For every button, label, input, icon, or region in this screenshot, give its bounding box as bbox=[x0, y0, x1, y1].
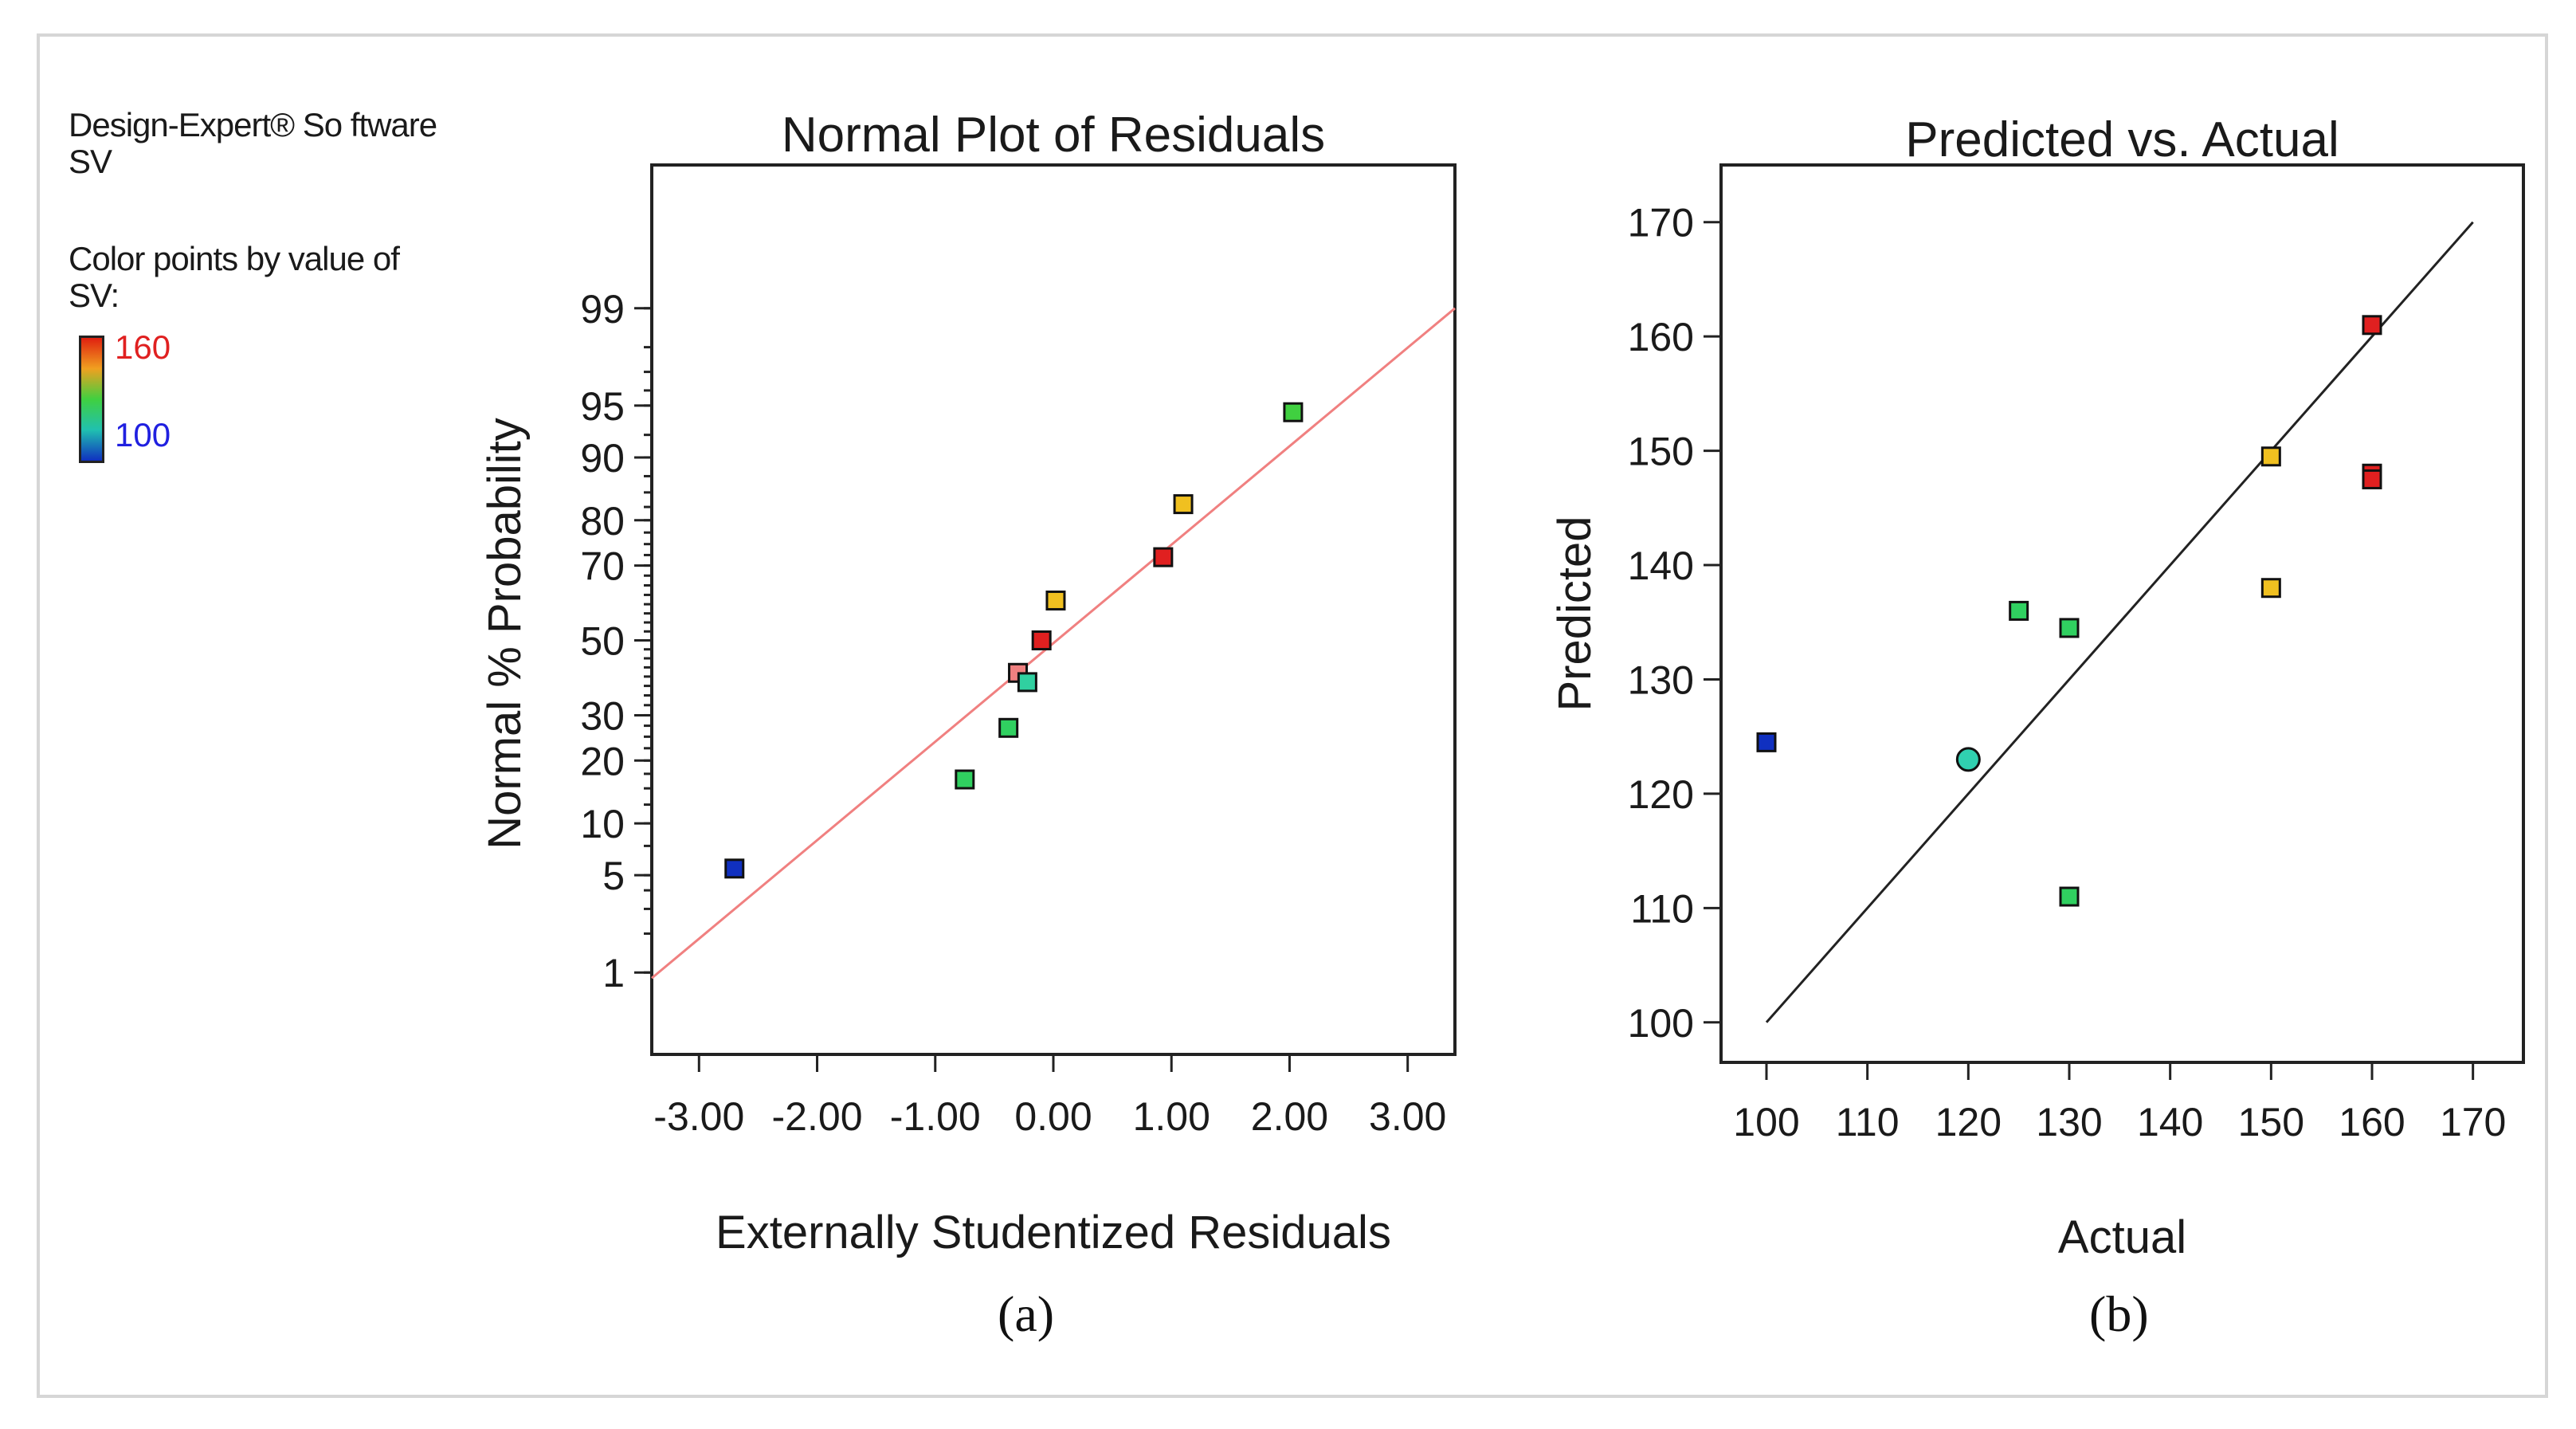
y-tick-label: 99 bbox=[580, 287, 625, 332]
data-point bbox=[1031, 630, 1052, 651]
data-point bbox=[2362, 469, 2382, 489]
y-tick-label: 30 bbox=[580, 693, 625, 738]
legend-color-by-label: Color points by value of bbox=[69, 240, 400, 277]
legend-low-value: 100 bbox=[115, 416, 171, 453]
legend-color-by-label-2: SV: bbox=[69, 277, 120, 314]
y-tick-label: 1 bbox=[602, 951, 625, 995]
x-tick-label: 150 bbox=[2238, 1100, 2304, 1144]
x-axis-label: Externally Studentized Residuals bbox=[716, 1207, 1391, 1258]
x-axis-label: Actual bbox=[2058, 1211, 2186, 1263]
legend-response-label: SV bbox=[69, 143, 112, 180]
data-point bbox=[1153, 547, 1174, 567]
x-tick-label: 160 bbox=[2339, 1100, 2405, 1144]
data-point bbox=[2260, 578, 2281, 599]
x-tick-label: 2.00 bbox=[1251, 1094, 1328, 1139]
y-axis-label: Normal % Probability bbox=[479, 418, 531, 850]
y-tick-label: 95 bbox=[580, 384, 625, 429]
y-tick-label: 130 bbox=[1628, 658, 1694, 702]
y-tick-label: 80 bbox=[580, 499, 625, 544]
y-tick-label: 140 bbox=[1628, 544, 1694, 588]
x-tick-label: 3.00 bbox=[1369, 1094, 1446, 1139]
y-tick-label: 10 bbox=[580, 802, 625, 846]
data-point bbox=[2059, 886, 2080, 907]
data-point bbox=[2362, 315, 2382, 336]
legend-high-value: 160 bbox=[115, 328, 171, 366]
data-point bbox=[1173, 494, 1194, 515]
y-tick-label: 50 bbox=[580, 619, 625, 664]
data-point bbox=[724, 858, 745, 879]
x-tick-label: 110 bbox=[1836, 1100, 1900, 1144]
y-axis-label: Predicted bbox=[1549, 516, 1601, 711]
x-tick-label: -1.00 bbox=[890, 1094, 981, 1139]
color-gradient-bar bbox=[79, 336, 104, 463]
data-point bbox=[1283, 402, 1304, 422]
reference-line bbox=[1765, 221, 2474, 1023]
y-tick-label: 160 bbox=[1628, 315, 1694, 359]
x-tick-label: 130 bbox=[2036, 1100, 2102, 1144]
y-tick-label: 70 bbox=[580, 544, 625, 589]
x-tick-label: 140 bbox=[2137, 1100, 2203, 1144]
x-tick-label: 100 bbox=[1733, 1100, 1799, 1144]
caption-b: (b) bbox=[2089, 1286, 2149, 1342]
chart-b-title: Predicted vs. Actual bbox=[1905, 112, 2339, 167]
plot-area-b bbox=[1719, 163, 2525, 1064]
y-tick-label: 20 bbox=[580, 739, 625, 783]
x-tick-label: -2.00 bbox=[772, 1094, 863, 1139]
y-tick-label: 110 bbox=[1630, 886, 1694, 931]
data-point bbox=[1017, 672, 1037, 693]
x-tick-label: 120 bbox=[1935, 1100, 2002, 1144]
chart-a-title: Normal Plot of Residuals bbox=[782, 108, 1325, 163]
data-point bbox=[998, 717, 1019, 738]
y-tick-label: 100 bbox=[1628, 1001, 1694, 1046]
data-point bbox=[2260, 446, 2281, 467]
data-point bbox=[2009, 600, 2029, 621]
predicted-vs-actual-chart: Predicted vs. Actual 100 110 120 130 140 150 16… bbox=[1549, 112, 2525, 1263]
y-tick-label: 150 bbox=[1628, 430, 1694, 474]
y-tick-label: 170 bbox=[1628, 201, 1694, 245]
reference-line bbox=[651, 307, 1456, 979]
data-point bbox=[1955, 747, 1981, 772]
data-point bbox=[1045, 590, 1066, 610]
x-tick-label: 1.00 bbox=[1133, 1094, 1210, 1139]
caption-a: (a) bbox=[998, 1286, 1055, 1342]
data-point bbox=[955, 769, 975, 790]
x-tick-label: -3.00 bbox=[653, 1094, 744, 1139]
y-tick-label: 5 bbox=[602, 854, 625, 898]
x-tick-label: 170 bbox=[2440, 1100, 2506, 1144]
legend-software-label: Design-Expert® So ftware bbox=[69, 106, 437, 143]
data-point bbox=[2059, 618, 2080, 638]
data-point bbox=[1756, 732, 1777, 752]
y-tick-label: 120 bbox=[1628, 772, 1694, 817]
x-tick-label: 0.00 bbox=[1014, 1094, 1092, 1139]
y-tick-label: 90 bbox=[580, 436, 625, 481]
